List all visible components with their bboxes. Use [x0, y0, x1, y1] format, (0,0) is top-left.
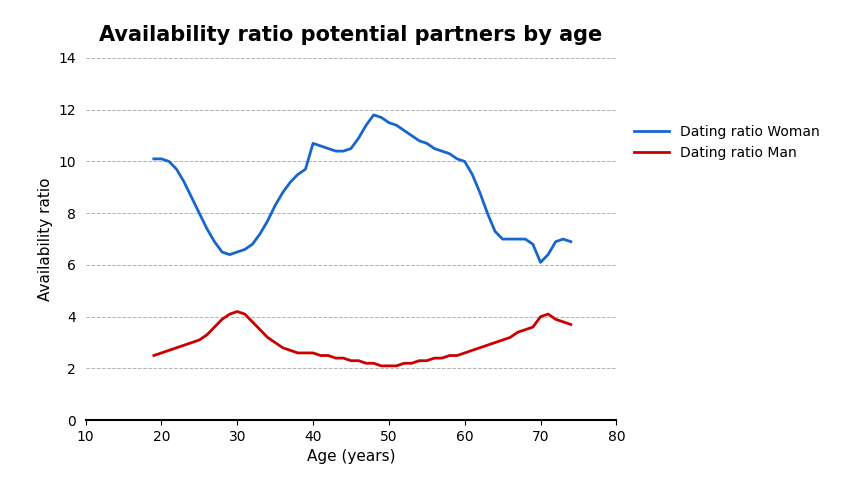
Dating ratio Woman — [429, 145, 439, 151]
Dating ratio Woman — [157, 156, 167, 162]
Dating ratio Man — [232, 309, 242, 314]
Y-axis label: Availability ratio: Availability ratio — [38, 177, 53, 301]
Dating ratio Woman — [535, 259, 545, 265]
Title: Availability ratio potential partners by age: Availability ratio potential partners by… — [99, 25, 603, 45]
Line: Dating ratio Man: Dating ratio Man — [154, 312, 571, 366]
Dating ratio Man — [482, 342, 492, 348]
X-axis label: Age (years): Age (years) — [306, 450, 395, 465]
Dating ratio Woman — [414, 138, 425, 143]
Dating ratio Woman — [391, 122, 401, 128]
Dating ratio Woman — [149, 156, 159, 162]
Dating ratio Man — [149, 353, 159, 358]
Line: Dating ratio Woman: Dating ratio Woman — [154, 115, 571, 262]
Dating ratio Woman — [475, 190, 485, 196]
Dating ratio Man — [376, 363, 386, 369]
Dating ratio Woman — [566, 239, 576, 244]
Dating ratio Woman — [300, 166, 311, 172]
Dating ratio Man — [157, 350, 167, 356]
Legend: Dating ratio Woman, Dating ratio Man: Dating ratio Woman, Dating ratio Man — [628, 119, 825, 165]
Dating ratio Woman — [369, 112, 379, 118]
Dating ratio Man — [308, 350, 318, 356]
Dating ratio Man — [437, 355, 447, 361]
Dating ratio Man — [566, 322, 576, 327]
Dating ratio Man — [422, 358, 432, 364]
Dating ratio Man — [399, 360, 409, 366]
